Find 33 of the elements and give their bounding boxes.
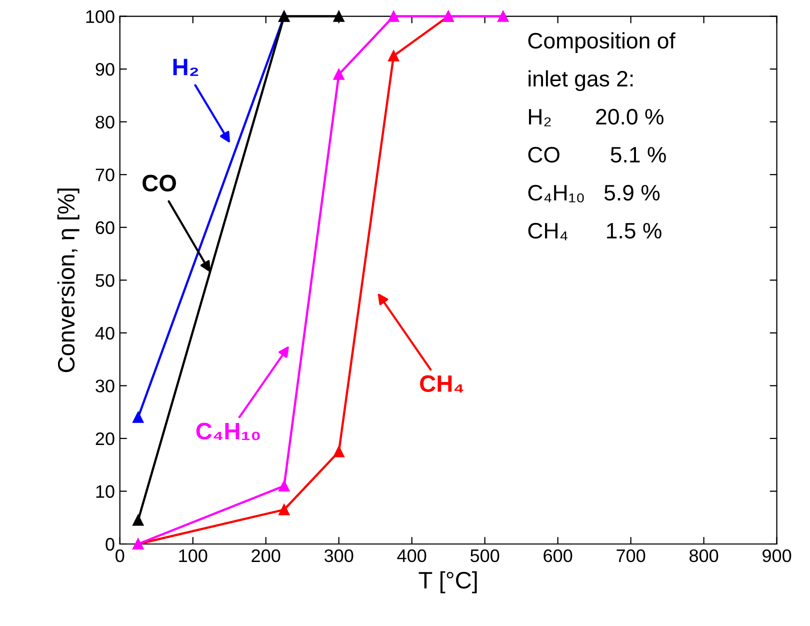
y-tick-label: 30 <box>96 380 114 392</box>
y-tick-label: 20 <box>96 432 114 446</box>
y-tick-label: 90 <box>96 62 114 76</box>
y-tick-label: 0 <box>106 538 114 551</box>
text: CH₄ <box>420 375 464 393</box>
annotation: CO 5.1 % <box>528 146 666 163</box>
x-tick-label: 0 <box>116 549 124 562</box>
x-tick-label: 700 <box>616 549 646 562</box>
y-axis-title: Conversion, η [%] <box>57 188 80 372</box>
annotation: H₂ 20.0 % <box>528 108 664 126</box>
series-label: C₄H₁₀ <box>196 422 260 440</box>
x-axis-title: T [°C] <box>418 571 477 594</box>
x-tick-label: 800 <box>690 549 718 562</box>
x-tick-label: 600 <box>544 549 572 562</box>
x-tick-label: 500 <box>470 549 500 562</box>
text: CO <box>142 174 176 192</box>
y-tick-label: 40 <box>95 326 114 340</box>
y-tick-label: 100 <box>86 10 114 23</box>
x-tick-label: 900 <box>762 549 792 562</box>
y-tick-label: 10 <box>96 485 114 498</box>
text: H₂ <box>173 58 198 76</box>
y-tick-label: 60 <box>96 221 114 234</box>
annotation: C₄H₁₀ 5.9 % <box>528 184 660 202</box>
y-tick-label: 70 <box>96 168 114 182</box>
annotation: CH₄ 1.5 % <box>528 222 662 240</box>
x-tick-label: 100 <box>179 549 208 562</box>
annotation: Composition of <box>528 32 676 54</box>
x-tick-label: 200 <box>252 549 280 562</box>
y-tick-label: 80 <box>96 116 114 129</box>
x-tick-label: 400 <box>397 549 426 562</box>
y-tick-label: 50 <box>96 274 114 287</box>
x-tick-label: 300 <box>324 549 354 562</box>
annotation: inlet gas 2: <box>528 70 633 92</box>
